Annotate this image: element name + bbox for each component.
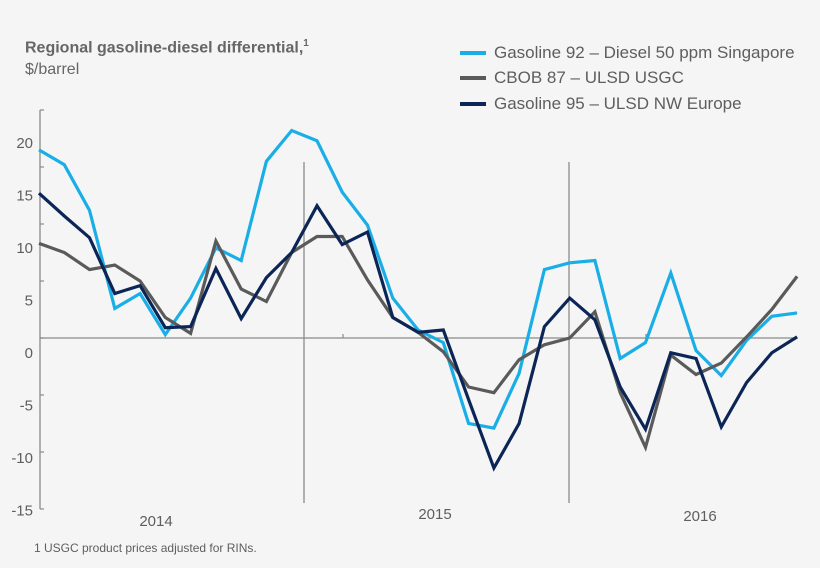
- legend-swatch: [460, 101, 486, 106]
- y-tick-label: -10: [11, 450, 33, 467]
- y-tick-label: 15: [16, 188, 33, 205]
- axes: [39, 109, 798, 510]
- series-line-1: [38, 234, 799, 453]
- year-label: 2015: [418, 506, 451, 523]
- legend-label: CBOB 87 – ULSD USGC: [494, 68, 684, 88]
- footnote-marker: 1: [303, 38, 309, 49]
- year-label: 2014: [139, 513, 172, 530]
- chart-title-text: Regional gasoline-diesel differential,: [25, 39, 304, 57]
- legend-item-singapore: Gasoline 92 – Diesel 50 ppm Singapore: [460, 40, 795, 66]
- legend-swatch: [460, 50, 486, 55]
- y-tick-label: -15: [11, 502, 33, 519]
- footnote: 1 USGC product prices adjusted for RINs.: [34, 541, 257, 555]
- legend-swatch: [460, 76, 486, 81]
- series-line-2: [37, 192, 798, 472]
- legend-item-nw-europe: Gasoline 95 – ULSD NW Europe: [460, 91, 795, 117]
- series-line-0: [38, 128, 798, 430]
- legend-label: Gasoline 92 – Diesel 50 ppm Singapore: [494, 42, 795, 62]
- y-tick-label: -5: [20, 397, 33, 414]
- series-lines: [37, 128, 799, 472]
- y-tick-label: 20: [16, 135, 33, 152]
- legend-item-usgc: CBOB 87 – ULSD USGC: [460, 66, 795, 92]
- year-label: 2016: [683, 508, 716, 525]
- y-tick-label: 5: [25, 293, 33, 310]
- legend-label: Gasoline 95 – ULSD NW Europe: [494, 93, 742, 113]
- y-axis-unit: $/barrel: [25, 61, 80, 78]
- y-tick-label: 0: [25, 345, 33, 362]
- chart-title: Regional gasoline-diesel differential,1: [25, 38, 309, 57]
- y-tick-label: 10: [16, 240, 33, 257]
- legend: Gasoline 92 – Diesel 50 ppm Singapore CB…: [460, 40, 795, 117]
